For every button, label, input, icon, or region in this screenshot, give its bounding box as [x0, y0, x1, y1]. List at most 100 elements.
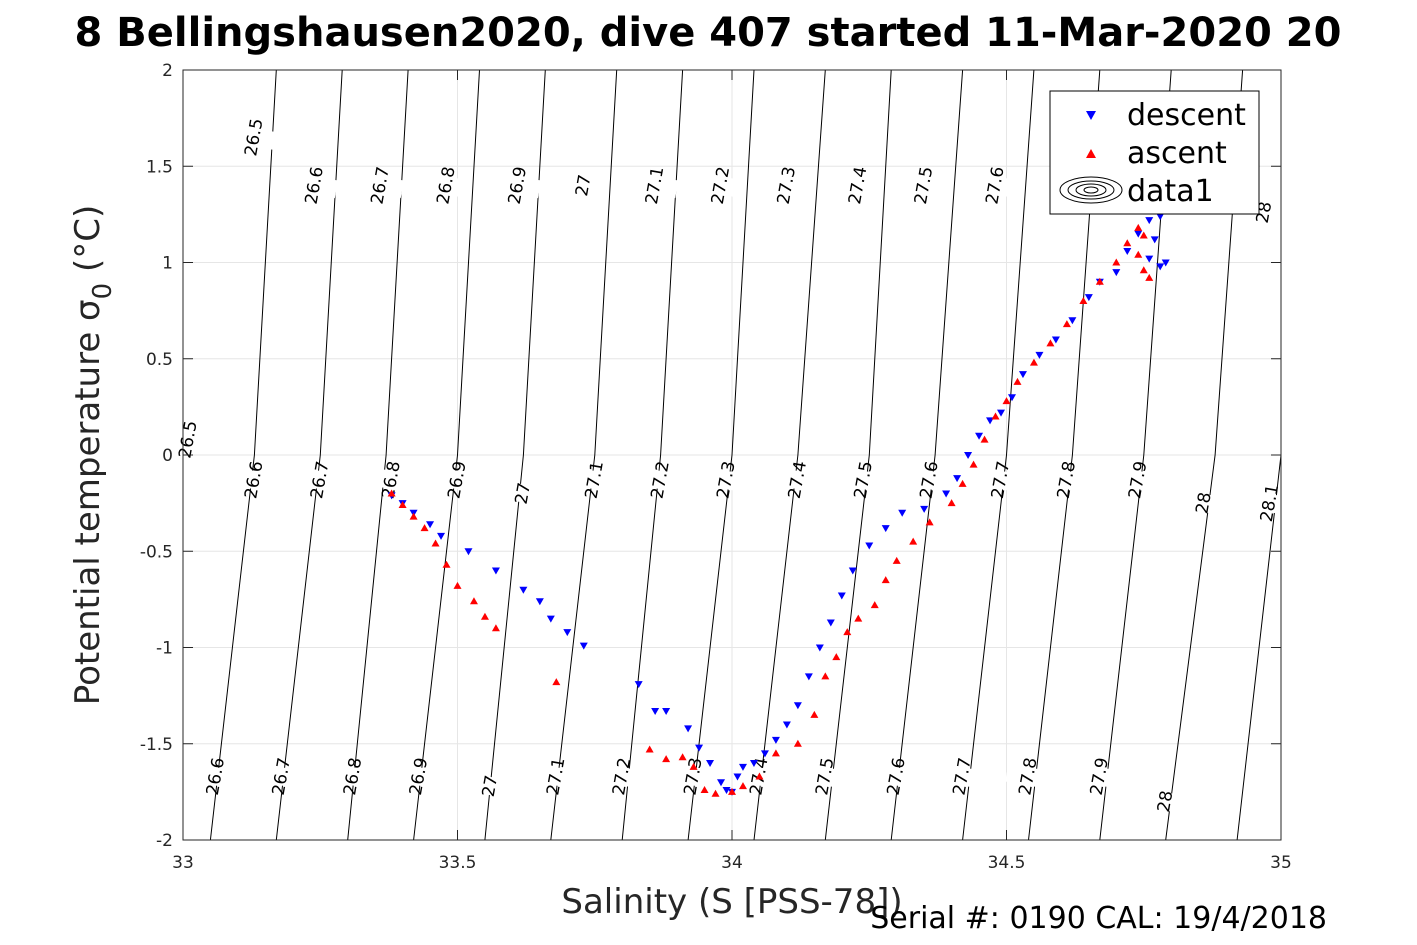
ascent-point-6: [453, 581, 462, 589]
contour-27.7: [962, 70, 1035, 840]
descent-point-30: [826, 619, 835, 627]
descent-point-43: [1007, 394, 1016, 402]
contour-label-bg-21: [703, 467, 750, 493]
series-descent: [387, 201, 1170, 796]
ascent-point-26: [854, 614, 863, 622]
contour-26.7: [275, 70, 343, 840]
contour-26.8: [347, 70, 409, 840]
contour-label-bg-15: [297, 467, 344, 493]
contour-label-bg-31: [258, 763, 306, 790]
contour-label-bg-43: [1076, 763, 1124, 790]
descent-point-7: [519, 586, 528, 594]
x-tick-label-4: 35: [1270, 853, 1292, 873]
ascent-point-36: [991, 412, 1000, 420]
descent-point-33: [865, 542, 874, 550]
ascent-point-5: [442, 560, 451, 568]
descent-point-32: [848, 567, 857, 575]
contour-label-bg-24: [906, 467, 953, 493]
descent-point-10: [563, 629, 572, 637]
descent-point-19: [722, 786, 731, 794]
legend-contour-icon: [1059, 176, 1123, 204]
descent-point-31: [837, 592, 846, 600]
descent-point-44: [1018, 371, 1027, 379]
contour-label-bg-10: [900, 172, 948, 199]
contour-label-bg-33: [395, 763, 443, 790]
contour-label-5: 27: [572, 173, 595, 198]
descent-point-8: [535, 598, 544, 606]
descent-point-48: [1084, 294, 1093, 302]
y-tick-label-6: 1: [162, 254, 173, 274]
ascent-point-10: [552, 678, 561, 686]
contour-label-bg-1: [291, 172, 338, 199]
ascent-point-15: [700, 785, 709, 793]
contour-label-bg-6: [631, 172, 679, 199]
contour-label-bg-9: [835, 172, 882, 199]
descent-point-58: [1156, 263, 1165, 271]
contour-label-bg-42: [1005, 763, 1052, 790]
contour-label-bg-11: [972, 172, 1019, 199]
contour-label-28: 28: [1192, 491, 1215, 516]
contour-label-bg-17: [434, 467, 481, 493]
ascent-point-42: [1079, 297, 1088, 304]
serial-calibration-footer: Serial #: 0190 CAL: 19/4/2018: [870, 901, 1327, 936]
ascent-point-32: [947, 499, 956, 507]
contour-27.5: [824, 70, 892, 840]
ascent-point-0: [387, 489, 396, 497]
series-ascent: [387, 204, 1154, 797]
descent-point-39: [964, 452, 973, 459]
ascent-point-50: [1145, 273, 1154, 281]
contour-27.3: [687, 70, 755, 840]
x-tick-label-2: 34: [721, 853, 743, 873]
ascent-point-18: [738, 782, 747, 790]
descent-point-6: [491, 567, 500, 575]
descent-point-5: [464, 548, 473, 556]
contour-label-bg-35: [533, 763, 580, 790]
x-tick-label-1: 33.5: [439, 853, 477, 873]
ascent-point-37: [1002, 397, 1011, 405]
legend-box: [1049, 90, 1260, 215]
ascent-point-8: [480, 612, 489, 620]
contour-label-bg-39: [802, 763, 849, 790]
contour-label-bg-18: [500, 480, 547, 507]
legend-data1-label: data1: [1127, 174, 1214, 209]
y-tick-label-4: 0: [162, 446, 173, 466]
ascent-point-34: [969, 460, 978, 468]
ascent-point-24: [832, 653, 841, 661]
y-tick-label-8: 2: [162, 61, 173, 81]
density-contours: [183, 70, 1281, 840]
contour-27.6: [890, 70, 964, 840]
descent-point-28: [804, 673, 813, 681]
axis-ticks: 33 33.5 34 34.5 35 -2 -1.5 -1 -0.5 0 0.5 1 1.5 2: [140, 61, 1292, 873]
contour-26.9: [413, 70, 480, 840]
ascent-point-22: [810, 710, 819, 718]
descent-point-51: [1123, 247, 1132, 255]
contour-label-bg-7: [697, 172, 745, 199]
contour-26.6: [209, 70, 277, 840]
contour-27.1: [550, 70, 618, 840]
ascent-point-17: [728, 787, 736, 795]
descent-point-34: [881, 525, 890, 533]
data-series: [387, 201, 1170, 797]
ascent-point-7: [469, 597, 478, 605]
descent-point-24: [760, 750, 769, 758]
descent-point-36: [920, 505, 929, 513]
descent-point-37: [942, 490, 951, 498]
contour-label-bg-36: [598, 763, 646, 790]
descent-point-23: [749, 760, 758, 767]
legend: descent ascent data1: [1049, 90, 1260, 215]
y-tick-label-3: -0.5: [140, 542, 173, 562]
ascent-point-33: [958, 479, 967, 487]
legend-descent-marker: [1086, 111, 1096, 120]
contour-label-bg-16: [368, 467, 415, 493]
descent-point-15: [684, 725, 693, 733]
descent-point-21: [733, 773, 742, 781]
y-axis-label-unit: (°C): [68, 205, 108, 283]
ascent-point-48: [1134, 250, 1143, 258]
descent-point-45: [1035, 351, 1044, 359]
ascent-point-9: [491, 624, 500, 632]
contour-label-34: 27: [479, 774, 502, 799]
x-axis-label: Salinity (S [PSS-78]): [561, 882, 902, 922]
descent-point-27: [793, 702, 802, 710]
ascent-point-14: [689, 762, 698, 770]
